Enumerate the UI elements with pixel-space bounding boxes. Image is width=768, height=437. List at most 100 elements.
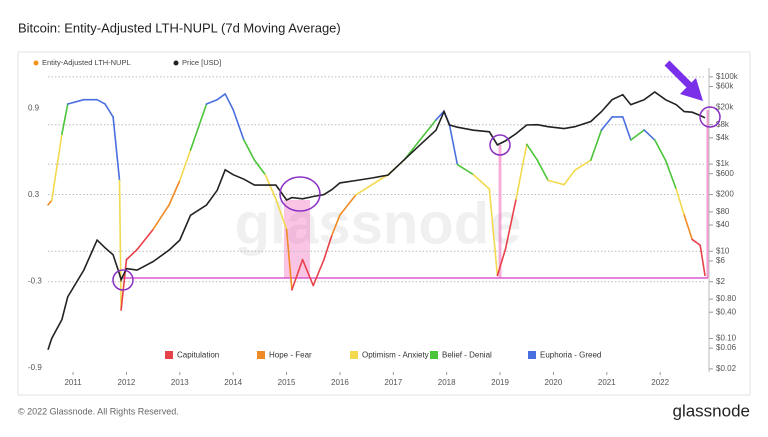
y2-tick-label: $4k bbox=[716, 133, 730, 142]
annotation-circle bbox=[699, 106, 721, 128]
zone-swatch bbox=[528, 351, 536, 359]
annotation-circle bbox=[489, 134, 511, 156]
annotation-circle bbox=[279, 176, 321, 212]
zone-swatch bbox=[350, 351, 358, 359]
annotation-arrow-head bbox=[680, 78, 703, 101]
nupl-segment bbox=[419, 119, 437, 141]
y2-tick-label: $0.10 bbox=[716, 334, 737, 343]
nupl-segment bbox=[61, 103, 69, 136]
nupl-segment bbox=[243, 139, 256, 162]
nupl-segment bbox=[152, 204, 170, 231]
legend-label: Entity-Adjusted LTH-NUPL bbox=[42, 58, 131, 67]
nupl-segment bbox=[536, 159, 549, 182]
nupl-segment bbox=[179, 149, 192, 182]
nupl-segment bbox=[125, 248, 138, 261]
chart-title: Bitcoin: Entity-Adjusted LTH-NUPL (7d Mo… bbox=[18, 20, 341, 35]
legend-swatch bbox=[33, 60, 39, 66]
x-tick-label: 2018 bbox=[438, 378, 456, 387]
nupl-segment bbox=[264, 173, 277, 200]
nupl-segment bbox=[331, 214, 341, 236]
y2-tick-label: $60k bbox=[716, 82, 734, 91]
nupl-segment bbox=[339, 193, 357, 216]
zone-label: Euphoria - Greed bbox=[540, 351, 601, 360]
nupl-segment bbox=[50, 133, 63, 202]
nupl-segment bbox=[691, 238, 701, 247]
nupl-segment bbox=[205, 98, 218, 105]
plot: 0.9 0.3 -0.3 -0.9 $100k$60k $20k $8k $4k $1k$600… bbox=[28, 58, 739, 387]
footer-logo: glassnode bbox=[672, 401, 750, 420]
nupl-segment bbox=[112, 116, 121, 182]
nupl-segment bbox=[472, 173, 491, 190]
legend-label: Price [USD] bbox=[182, 58, 221, 67]
nupl-segment bbox=[683, 214, 693, 241]
nupl-segment bbox=[323, 234, 333, 261]
x-tick-label: 2022 bbox=[651, 378, 669, 387]
y-tick-label: 0.3 bbox=[28, 190, 40, 199]
nupl-segment bbox=[563, 169, 576, 186]
x-tick-label: 2016 bbox=[331, 378, 349, 387]
nupl-segment bbox=[699, 244, 706, 277]
x-tick-label: 2020 bbox=[545, 378, 563, 387]
nupl-segment bbox=[224, 93, 234, 111]
y2-tick-label: $10 bbox=[716, 246, 730, 255]
nupl-segment bbox=[488, 188, 499, 277]
y2-tick-label: $1k bbox=[716, 159, 730, 168]
y2-tick-label: $600 bbox=[716, 169, 734, 178]
nupl-segment bbox=[275, 198, 288, 231]
nupl-segment bbox=[120, 258, 128, 311]
zone-label: Capitulation bbox=[177, 351, 219, 360]
zone-label: Belief - Denial bbox=[442, 351, 492, 360]
nupl-segment bbox=[96, 98, 106, 105]
x-tick-label: 2017 bbox=[384, 378, 402, 387]
legend-swatch bbox=[173, 60, 179, 66]
y2-tick-label: $80 bbox=[716, 207, 730, 216]
nupl-segment bbox=[573, 159, 592, 172]
nupl-segment bbox=[216, 93, 226, 101]
nupl-segment bbox=[504, 198, 517, 251]
nupl-segment bbox=[253, 159, 267, 176]
y2-tick-label: $0.80 bbox=[716, 294, 737, 303]
y2-tick-label: $6 bbox=[716, 256, 725, 265]
y2-tick-label: $100k bbox=[716, 72, 739, 81]
y-tick-label: -0.9 bbox=[28, 363, 42, 372]
annotation-circle bbox=[112, 269, 134, 291]
x-tick-label: 2012 bbox=[118, 378, 136, 387]
zone-swatch bbox=[165, 351, 173, 359]
nupl-segment bbox=[547, 179, 565, 186]
nupl-segment bbox=[285, 228, 293, 291]
watermark: glassnode bbox=[235, 191, 522, 256]
nupl-segment bbox=[589, 129, 603, 162]
nupl-segment bbox=[104, 103, 114, 118]
nupl-segment bbox=[643, 129, 656, 141]
nupl-segment bbox=[496, 248, 507, 277]
nupl-segment bbox=[136, 228, 154, 251]
y-tick-label: 0.9 bbox=[28, 103, 40, 112]
nupl-segment bbox=[168, 179, 181, 206]
nupl-segment bbox=[515, 143, 528, 200]
x-tick-label: 2013 bbox=[171, 378, 189, 387]
y2-tick-label: $0.06 bbox=[716, 343, 737, 352]
x-tick-label: 2011 bbox=[64, 378, 82, 387]
nupl-segment bbox=[664, 159, 677, 190]
nupl-segment bbox=[66, 98, 85, 105]
nupl-segment bbox=[675, 188, 685, 216]
highlight-area bbox=[284, 200, 310, 278]
y2-tick-label: $2 bbox=[716, 277, 725, 286]
zone-label: Optimism - Anxiety bbox=[362, 351, 429, 360]
nupl-segment bbox=[312, 258, 325, 287]
nupl-segment bbox=[630, 129, 645, 141]
zone-swatch bbox=[430, 351, 438, 359]
nupl-segment bbox=[654, 139, 667, 162]
nupl-segment bbox=[600, 116, 613, 131]
nupl-segment bbox=[301, 258, 315, 287]
nupl-segment bbox=[291, 258, 304, 291]
x-tick-label: 2014 bbox=[224, 378, 242, 387]
y2-tick-label: $20k bbox=[716, 102, 734, 111]
y2-tick-label: $40 bbox=[716, 220, 730, 229]
zone-label: Hope - Fear bbox=[269, 351, 312, 360]
zone-swatch bbox=[257, 351, 265, 359]
x-tick-label: 2021 bbox=[598, 378, 616, 387]
x-tick-label: 2015 bbox=[278, 378, 296, 387]
nupl-segment bbox=[456, 163, 475, 176]
